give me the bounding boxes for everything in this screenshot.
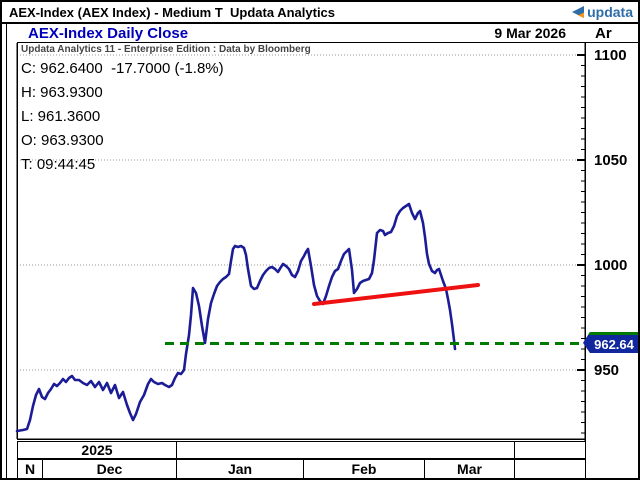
title-bar[interactable]: AEX-Index (AEX Index) - Medium T Updata … [2,2,638,24]
quote-high-line: H: 963.9300 [21,84,103,101]
year-cell: 2025 [17,441,177,459]
month-cell: N [17,459,43,478]
chart-title: AEX-Index Daily Close [28,25,189,42]
month-cell: Feb [303,459,425,478]
year-cell [176,441,515,459]
quote-open-line: O: 963.9300 [21,132,104,149]
x-axis-year-row: 2025 [2,441,638,459]
quote-close-line: C: 962.6400 -17.7000 (-1.8%) [21,60,224,77]
svg-text:1100: 1100 [594,47,627,64]
month-cell: Dec [42,459,177,478]
chart-date: 9 Mar 2026 [494,25,566,41]
last-price-badge: 962.64 [583,332,638,353]
quote-low-line: L: 961.3600 [21,108,101,125]
chart-header: AEX-Index Daily Close 9 Mar 2026 Ar [17,24,638,43]
month-cell: Mar [424,459,515,478]
month-cell [514,459,586,478]
x-axis-month-row: N Dec Jan Feb Mar [2,459,638,478]
logo-text: updata [587,4,633,20]
data-source-line: Updata Analytics 11 - Enterprise Edition… [21,44,311,55]
svg-text:950: 950 [594,362,619,379]
quote-info-panel: C: 962.6400 -17.7000 (-1.8%) H: 963.9300… [21,57,224,177]
updata-logo[interactable]: updata [570,4,633,20]
left-margin-divider [6,23,7,478]
month-cell: Jan [176,459,304,478]
window-title: AEX-Index (AEX Index) - Medium T Updata … [9,4,336,20]
logo-arrow-icon [572,6,585,18]
svg-text:1050: 1050 [594,152,627,169]
axis-scale-label: Ar [595,25,612,42]
last-price-value: 962.64 [594,336,634,352]
year-cell [514,441,586,459]
quote-time-line: T: 09:44:45 [21,156,96,173]
svg-text:1000: 1000 [594,257,627,274]
